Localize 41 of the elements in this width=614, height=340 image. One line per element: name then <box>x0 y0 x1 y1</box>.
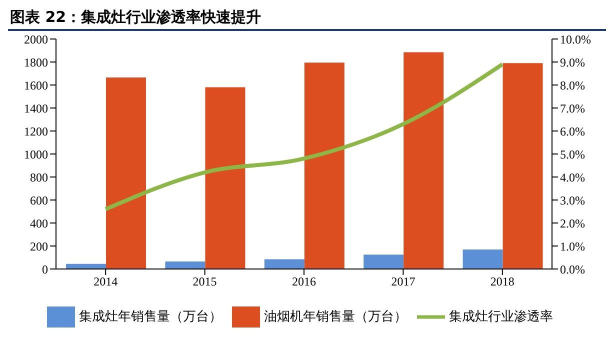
bar <box>364 254 404 269</box>
y-tick-label: 2000 <box>24 32 48 46</box>
bar <box>462 249 503 269</box>
legend-label: 油烟机年销售量（万台） <box>264 310 407 325</box>
y2-tick-label: 0.0% <box>560 262 585 276</box>
y2-tick-label: 4.0% <box>560 170 585 184</box>
bar <box>304 62 344 269</box>
y-tick-label: 1400 <box>24 101 48 116</box>
legend-label: 集成灶年销售量（万台） <box>79 310 222 325</box>
y-tick-label: 200 <box>30 239 48 254</box>
bar <box>404 52 444 269</box>
bar <box>502 63 543 269</box>
y2-tick-label: 3.0% <box>560 193 585 208</box>
y2-tick-label: 5.0% <box>560 147 585 162</box>
y2-tick-label: 1.0% <box>560 239 585 254</box>
y2-tick-label: 9.0% <box>560 55 585 70</box>
x-tick-label: 2014 <box>94 274 118 289</box>
y-tick-label: 1200 <box>24 124 48 138</box>
legend-label: 集成灶行业渗透率 <box>449 310 553 325</box>
y-tick-label: 800 <box>30 170 48 184</box>
y2-tick-label: 6.0% <box>560 124 585 138</box>
y-tick-label: 1600 <box>24 78 48 92</box>
x-tick-label: 2016 <box>292 274 316 289</box>
y2-tick-label: 10.0% <box>560 32 591 46</box>
chart-title: 图表 22：集成灶行业渗透率快速提升 <box>8 8 606 31</box>
y-tick-label: 1000 <box>24 147 48 162</box>
x-tick-label: 2018 <box>490 274 514 289</box>
bar <box>165 262 206 269</box>
line-series <box>104 62 504 212</box>
y-tick-label: 600 <box>30 193 48 208</box>
y2-tick-label: 2.0% <box>560 216 585 230</box>
x-tick-label: 2017 <box>391 274 416 289</box>
y-tick-label: 1800 <box>24 55 48 70</box>
y2-tick-label: 7.0% <box>560 101 585 116</box>
y-tick-label: 0 <box>42 262 48 276</box>
bar <box>106 78 146 269</box>
y-tick-label: 400 <box>30 216 48 230</box>
x-tick-label: 2015 <box>192 274 217 289</box>
bar <box>264 259 304 269</box>
y2-tick-label: 8.0% <box>560 78 585 92</box>
bar <box>205 87 246 269</box>
